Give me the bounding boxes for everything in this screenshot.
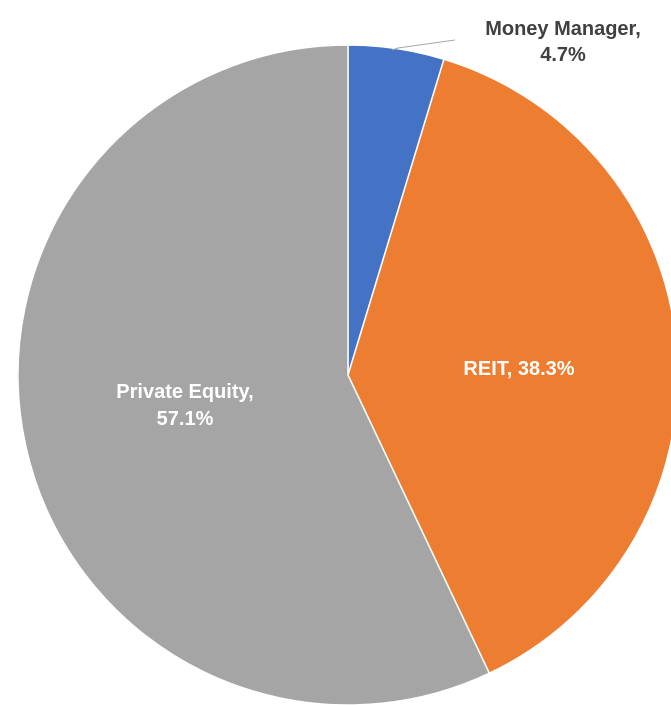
pie-slice [347, 58, 671, 675]
data-label-line: 4.7% [540, 44, 586, 66]
data-label-line: 57.1% [157, 408, 214, 430]
leader-line [391, 39, 456, 51]
data-label-line: REIT, 38.3% [463, 358, 574, 380]
data-label: Private Equity, 57.1% [116, 381, 253, 430]
data-label-line: Money Manager, [485, 18, 641, 40]
pie-slice [17, 44, 491, 705]
data-label: Money Manager, 4.7% [485, 18, 641, 66]
data-label: REIT, 38.3% [463, 358, 574, 380]
data-label-line: Private Equity, [116, 381, 253, 403]
